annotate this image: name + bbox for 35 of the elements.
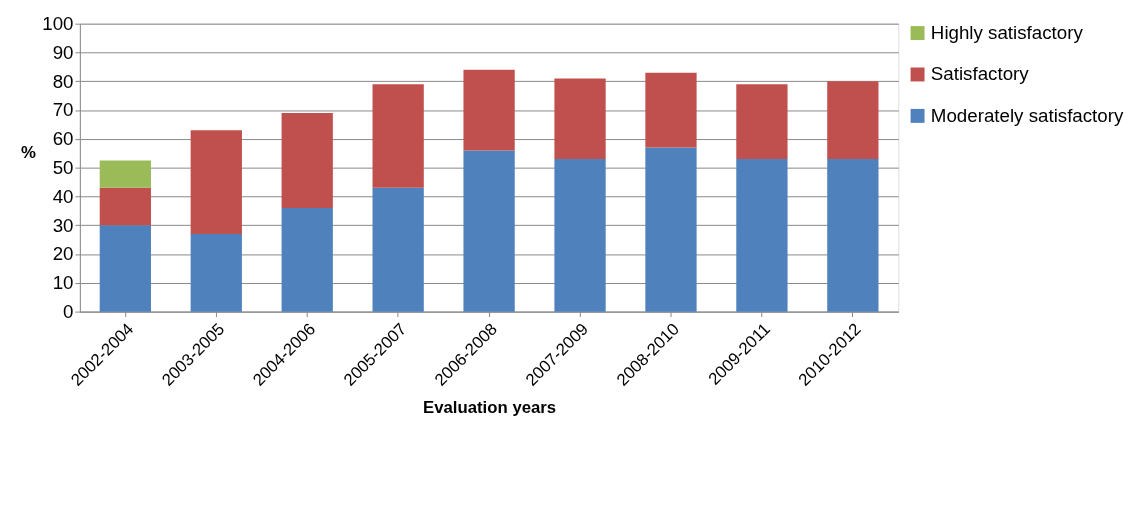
x-axis-title: Evaluation years [423,398,557,418]
y-tick-label: 70 [52,99,74,121]
bar [190,130,242,234]
bar [99,187,151,226]
bar [645,147,697,312]
y-tick-label: 0 [63,301,74,323]
bar [827,81,879,160]
bar [281,112,333,208]
legend-label: Satisfactory [930,63,1030,85]
bar [463,69,515,151]
y-tick-label: 20 [52,243,74,265]
bar [554,78,606,160]
legend-label: Moderately satisfactory [930,104,1124,126]
bar [645,72,697,148]
y-tick-label: 40 [52,185,74,207]
bar [372,187,424,312]
bar [281,207,333,312]
y-axis-title: % [21,143,37,163]
y-tick-label: 100 [42,13,74,35]
bar [736,84,788,160]
legend-label: Highly satisfactory [930,21,1084,43]
y-tick-label: 80 [52,70,74,92]
bar [372,84,424,188]
y-tick-label: 10 [52,272,74,294]
bar [827,159,879,312]
bar [190,233,242,312]
bar [736,159,788,312]
bar [463,150,515,312]
bar [99,225,151,312]
bar [99,160,151,188]
bar [554,159,606,312]
y-tick-label: 60 [52,128,74,150]
y-tick-label: 50 [52,157,74,179]
y-tick-label: 30 [52,214,74,236]
y-tick-label: 90 [52,41,74,63]
